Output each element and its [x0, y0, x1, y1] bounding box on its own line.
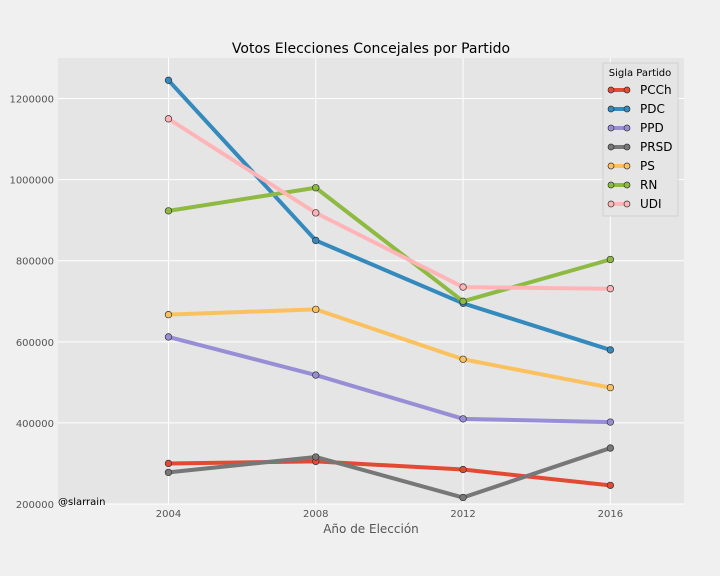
data-point	[312, 305, 320, 314]
data-point	[606, 255, 615, 264]
data-point	[606, 444, 615, 452]
y-tick-label: 600000	[16, 338, 54, 349]
data-point	[164, 76, 173, 84]
y-tick-label: 400000	[16, 419, 54, 430]
series-line	[166, 78, 611, 352]
series-line	[167, 335, 611, 425]
data-point	[459, 415, 467, 423]
legend-marker	[607, 162, 615, 170]
data-point	[164, 459, 173, 468]
tick-labels: 2004 2008 2012 2016 200000 400000 600000 800000…	[9, 95, 623, 520]
series-ps	[164, 305, 615, 392]
legend-item-ps: PS	[607, 159, 655, 173]
x-tick-label: 2004	[156, 509, 181, 520]
series-rn	[164, 184, 615, 305]
legend-item-prsd: PRSD	[607, 140, 672, 154]
data-point	[312, 209, 320, 217]
y-tick-label: 1200000	[9, 95, 54, 106]
legend-label: PS	[640, 159, 655, 173]
legend-marker	[623, 143, 631, 151]
legend-marker	[607, 105, 615, 113]
series-line	[167, 117, 611, 291]
legend-marker	[607, 143, 615, 151]
data-point	[164, 311, 173, 319]
data-point	[459, 493, 467, 502]
y-tick-label: 800000	[16, 257, 54, 268]
data-point	[459, 465, 467, 474]
legend-marker	[623, 181, 631, 189]
x-tick-label: 2008	[303, 509, 328, 520]
data-point	[164, 207, 173, 215]
plot-area	[58, 58, 684, 504]
chart-title: Votos Elecciones Concejales por Partido	[232, 41, 510, 57]
legend-item-udi: UDI	[607, 197, 662, 211]
series-line	[168, 459, 611, 488]
data-point	[312, 453, 320, 461]
legend: Sigla Partido PCCh PDC PPD PRSD PS RN UDI	[602, 62, 679, 217]
data-point	[459, 355, 467, 363]
series-line	[168, 185, 611, 304]
credit-annotation: @slarrain	[58, 497, 105, 508]
legend-item-pcch: PCCh	[607, 83, 672, 97]
data-point	[312, 371, 320, 379]
legend-label: PDC	[640, 102, 665, 116]
y-tick-label: 200000	[16, 500, 54, 511]
data-point	[312, 236, 320, 245]
series-line	[168, 307, 611, 390]
series-ppd	[164, 333, 615, 426]
series-line	[168, 446, 611, 500]
legend-marker	[607, 181, 615, 189]
data-point	[606, 346, 615, 354]
x-axis-label: Año de Elección	[323, 522, 419, 536]
data-point	[459, 283, 467, 291]
grid	[58, 58, 684, 505]
data-point	[606, 418, 615, 426]
series-prsd	[164, 444, 615, 502]
legend-title: Sigla Partido	[609, 68, 672, 79]
series-udi	[164, 115, 615, 293]
legend-item-rn: RN	[607, 178, 657, 192]
legend-item-ppd: PPD	[607, 121, 664, 135]
legend-label: PCCh	[640, 83, 672, 97]
data-point	[459, 297, 467, 305]
legend-label: RN	[640, 178, 657, 192]
legend-label: PPD	[640, 121, 664, 135]
data-point	[164, 468, 173, 477]
legend-marker	[623, 86, 631, 94]
series-lines	[164, 76, 615, 502]
legend-label: PRSD	[640, 140, 672, 154]
legend-marker	[607, 86, 615, 94]
y-tick-label: 1000000	[9, 176, 54, 187]
legend-marker	[623, 200, 631, 208]
legend-marker	[607, 124, 615, 132]
x-tick-label: 2012	[450, 509, 475, 520]
data-point	[606, 481, 615, 489]
legend-item-pdc: PDC	[607, 102, 665, 116]
legend-marker	[607, 200, 615, 208]
legend-marker	[623, 162, 631, 170]
data-point	[164, 115, 173, 123]
data-point	[164, 333, 173, 341]
legend-label: UDI	[640, 197, 662, 211]
legend-marker	[623, 124, 631, 132]
legend-marker	[623, 105, 631, 113]
data-point	[606, 383, 615, 392]
data-point	[606, 285, 615, 293]
data-point	[312, 184, 320, 192]
x-tick-label: 2016	[598, 509, 623, 520]
